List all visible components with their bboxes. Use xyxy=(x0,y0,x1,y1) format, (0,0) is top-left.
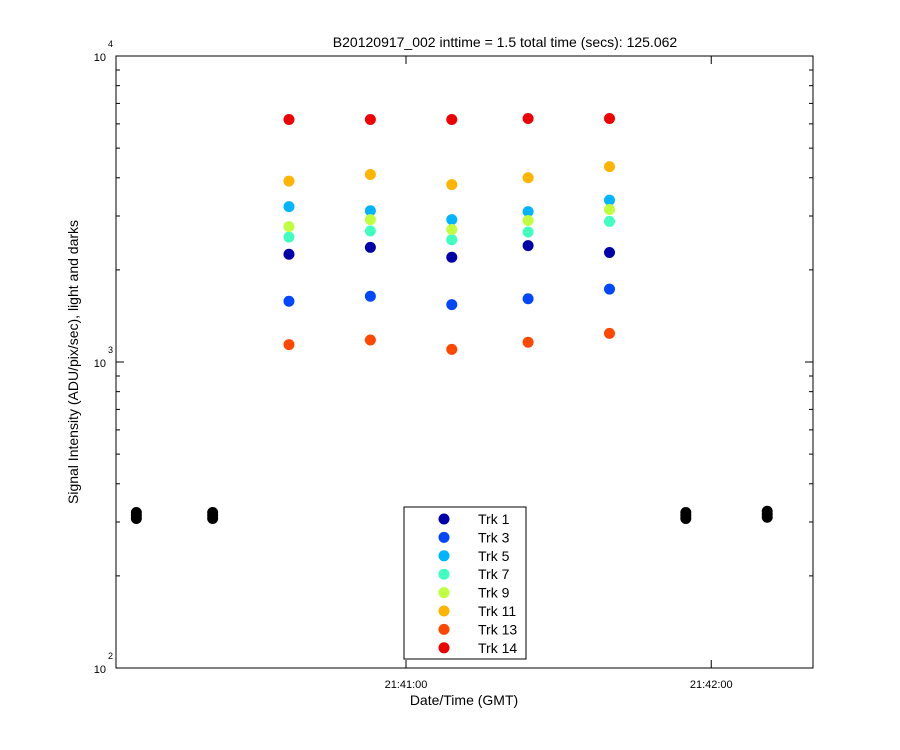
data-point xyxy=(522,240,534,252)
y-tick-exponent: 4 xyxy=(108,39,113,49)
legend: Trk 1 Trk 3 Trk 5 Trk 7 Trk 9 Trk 11 Trk 13 Trk… xyxy=(403,506,527,660)
chart-title: B20120917_002 inttime = 1.5 total time (… xyxy=(333,34,678,50)
data-point xyxy=(446,299,458,311)
dark-point xyxy=(130,513,142,525)
legend-label: Trk 14 xyxy=(478,640,517,656)
legend-label: Trk 11 xyxy=(478,603,516,619)
data-point xyxy=(603,112,615,124)
data-point xyxy=(364,168,376,180)
y-tick-label: 10 xyxy=(94,664,106,676)
dark-point xyxy=(761,511,773,523)
data-point xyxy=(283,201,295,213)
legend-label: Trk 3 xyxy=(478,529,510,545)
legend-marker xyxy=(438,531,450,543)
dark-frame-points xyxy=(130,505,773,525)
data-point xyxy=(364,241,376,253)
data-point xyxy=(603,204,615,216)
dark-point xyxy=(680,513,692,525)
legend-marker xyxy=(438,642,450,654)
dark-point xyxy=(207,513,219,525)
data-point xyxy=(283,114,295,126)
data-point xyxy=(446,214,458,226)
data-point xyxy=(603,215,615,227)
data-point xyxy=(283,248,295,260)
data-point xyxy=(364,334,376,346)
data-point xyxy=(603,194,615,206)
data-point xyxy=(364,225,376,237)
legend-label: Trk 9 xyxy=(478,585,510,601)
x-axis-ticks: 21:41:00 21:42:00 xyxy=(385,56,733,691)
data-point xyxy=(446,343,458,355)
legend-label: Trk 7 xyxy=(478,566,510,582)
legend-label: Trk 13 xyxy=(478,621,517,637)
y-tick-label: 10 xyxy=(94,52,106,64)
data-points xyxy=(283,112,615,355)
data-point xyxy=(522,112,534,124)
data-point xyxy=(364,114,376,126)
data-point xyxy=(283,221,295,233)
data-point xyxy=(603,246,615,258)
data-point xyxy=(283,231,295,243)
data-point xyxy=(364,290,376,302)
data-point xyxy=(522,215,534,227)
data-point xyxy=(283,175,295,187)
data-point xyxy=(364,205,376,217)
legend-marker xyxy=(438,513,450,525)
data-point xyxy=(283,339,295,351)
data-point xyxy=(283,295,295,307)
legend-marker xyxy=(438,587,450,599)
x-tick-label: 21:41:00 xyxy=(385,679,428,691)
data-point xyxy=(603,283,615,295)
x-axis-label: Date/Time (GMT) xyxy=(410,692,518,708)
legend-marker xyxy=(438,623,450,635)
data-point xyxy=(364,214,376,226)
legend-marker xyxy=(438,605,450,617)
legend-marker xyxy=(438,568,450,580)
legend-box xyxy=(403,506,527,660)
data-point xyxy=(446,179,458,191)
data-point xyxy=(522,172,534,184)
data-point xyxy=(522,226,534,238)
data-point xyxy=(603,161,615,173)
y-tick-label: 10 xyxy=(94,358,106,370)
data-point xyxy=(522,293,534,305)
data-point xyxy=(446,251,458,263)
y-tick-exponent: 2 xyxy=(108,651,113,661)
data-point xyxy=(446,224,458,236)
data-point xyxy=(446,234,458,246)
legend-label: Trk 5 xyxy=(478,548,510,564)
data-point xyxy=(522,336,534,348)
legend-marker xyxy=(438,550,450,562)
legend-label: Trk 1 xyxy=(478,511,510,527)
data-point xyxy=(522,206,534,218)
y-tick-exponent: 3 xyxy=(108,345,113,355)
data-point xyxy=(603,327,615,339)
x-tick-label: 21:42:00 xyxy=(690,679,733,691)
y-axis-label: Signal Intensity (ADU/pix/sec), light an… xyxy=(65,220,81,504)
data-point xyxy=(446,114,458,126)
